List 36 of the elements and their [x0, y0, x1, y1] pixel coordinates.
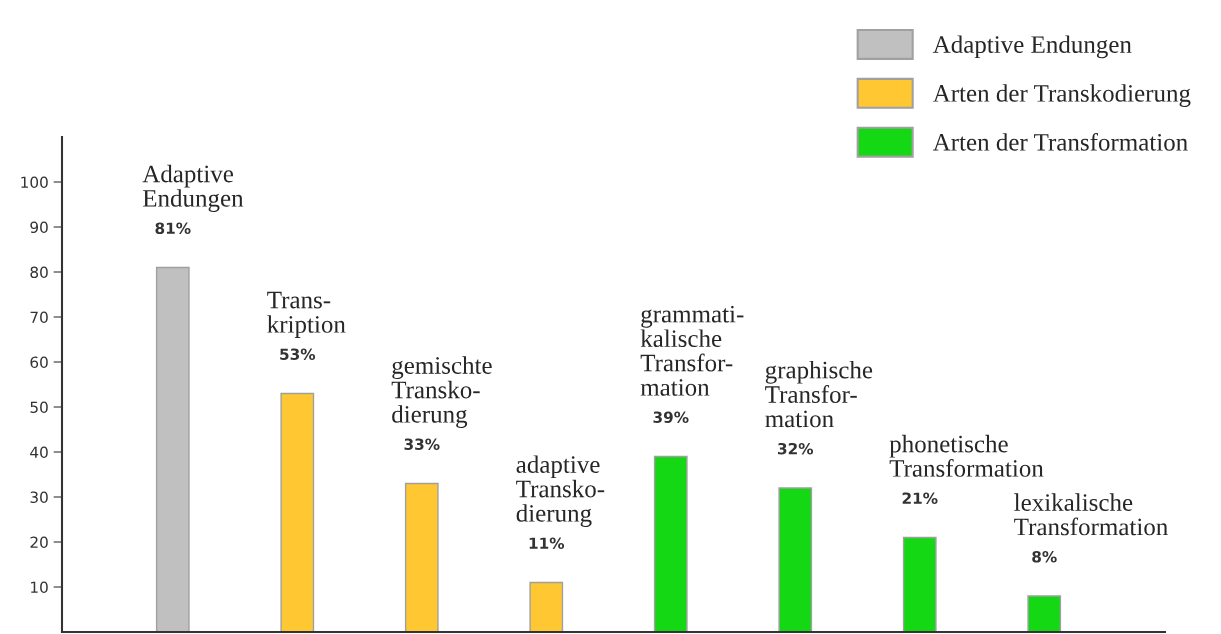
legend-label: Arten der Transkodierung	[932, 84, 1191, 108]
x-tick-label: adaptive Transko- dierung	[516, 455, 605, 527]
bar	[155, 266, 190, 632]
y-tick-label: 90	[30, 221, 48, 234]
legend-label: Arten der Transformation	[932, 132, 1188, 151]
x-tick-label: lexikalische Transformation	[1014, 493, 1168, 536]
bar	[1027, 595, 1062, 632]
y-tick-label: 70	[30, 311, 48, 324]
y-tick-label: 40	[30, 446, 48, 459]
bar	[529, 581, 564, 632]
x-tick-label: graphische Transfor- mation	[765, 360, 873, 428]
y-tick-label: 80	[30, 266, 48, 279]
y-tick-label: 60	[30, 356, 48, 369]
data-label: 32%	[778, 442, 814, 455]
bar	[653, 455, 688, 632]
data-label: 53%	[280, 348, 316, 360]
y-tick-label: 10	[31, 581, 48, 594]
y-tick-label: 30	[30, 491, 48, 504]
legend-label: Adaptive Endungen	[932, 35, 1132, 59]
x-tick-label: phonetische Transformation	[889, 434, 1044, 477]
bar	[280, 392, 315, 632]
data-label: 8%	[1032, 550, 1057, 563]
x-tick-label: Trans- kription	[267, 291, 346, 338]
bar	[902, 536, 937, 632]
x-tick-label: grammati- kalische Transfor- mation	[640, 305, 744, 396]
x-tick-label: gemischte Transko- dierung	[391, 356, 492, 428]
data-label: 39%	[653, 411, 689, 423]
bar	[778, 487, 813, 632]
data-label: 11%	[529, 537, 565, 549]
bar	[404, 482, 439, 632]
y-tick-label: 100	[21, 176, 48, 189]
data-label: 21%	[902, 492, 938, 504]
y-tick-label: 20	[30, 536, 48, 549]
data-label: 33%	[404, 438, 440, 450]
data-label: 81%	[155, 222, 191, 234]
y-tick-label: 50	[30, 401, 48, 414]
